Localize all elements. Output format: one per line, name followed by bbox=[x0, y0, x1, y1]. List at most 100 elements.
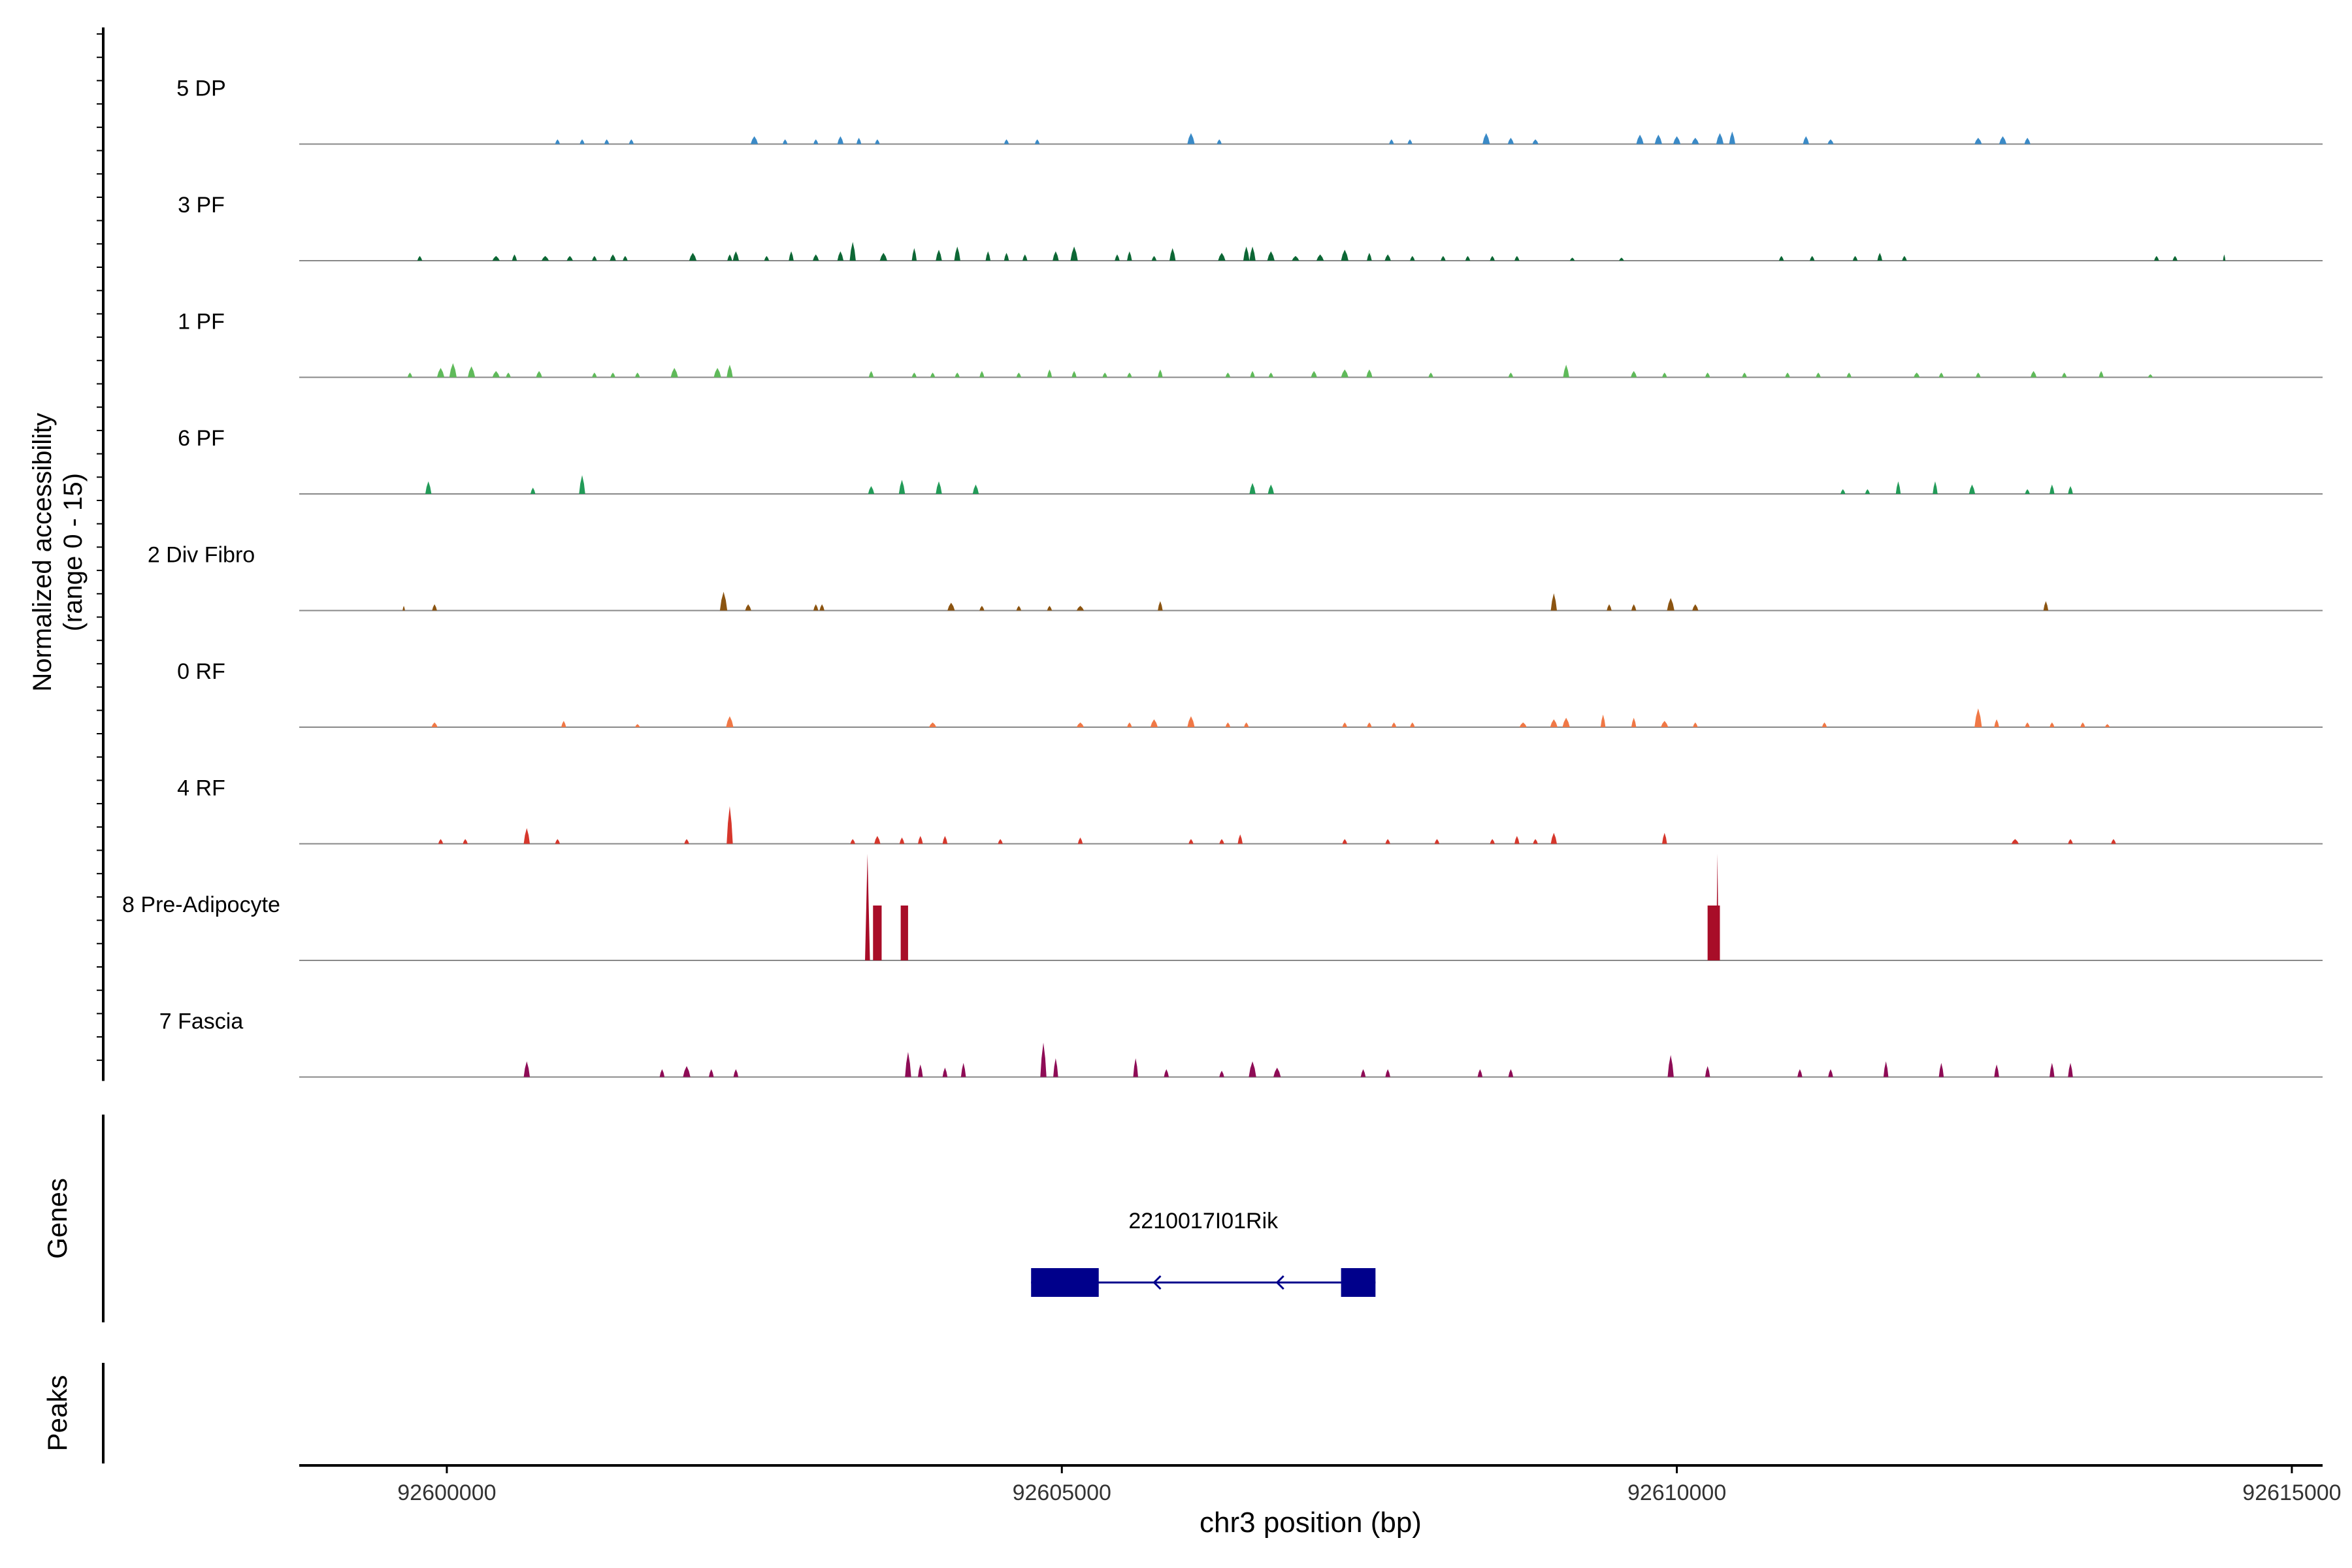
accessibility-peak bbox=[713, 368, 721, 378]
accessibility-peak bbox=[1249, 246, 1256, 261]
accessibility-peak bbox=[1434, 839, 1440, 844]
accessibility-peak bbox=[879, 253, 887, 261]
accessibility-peak bbox=[555, 139, 561, 144]
accessibility-peak bbox=[1532, 139, 1539, 144]
accessibility-peak bbox=[1821, 722, 1827, 727]
accessibility-peak bbox=[1243, 246, 1250, 261]
accessibility-peak bbox=[541, 255, 549, 261]
accessibility-peak bbox=[1341, 250, 1348, 261]
accessibility-peak bbox=[1187, 133, 1195, 144]
accessibility-peak bbox=[856, 137, 862, 144]
accessibility-peak bbox=[1662, 832, 1667, 844]
accessibility-peak bbox=[467, 366, 476, 378]
accessibility-peak bbox=[1342, 839, 1348, 844]
track-label: 6 PF bbox=[178, 426, 225, 451]
y-axis-label-range: (range 0 - 15) bbox=[59, 473, 88, 631]
accessibility-peak bbox=[1607, 604, 1612, 611]
accessibility-peak bbox=[1385, 839, 1390, 844]
accessibility-peak bbox=[2061, 372, 2067, 378]
accessibility-peak bbox=[1187, 716, 1195, 727]
accessibility-peak bbox=[1188, 839, 1194, 844]
accessibility-peak bbox=[1716, 133, 1724, 144]
accessibility-peak bbox=[1407, 139, 1413, 144]
accessibility-peak bbox=[1243, 722, 1249, 727]
accessibility-peak bbox=[868, 486, 875, 494]
accessibility-peak bbox=[1562, 717, 1570, 727]
accessibility-peak bbox=[1938, 372, 1944, 378]
accessibility-peak bbox=[1127, 251, 1132, 261]
accessibility-peak bbox=[1367, 253, 1372, 261]
accessibility-peak bbox=[1895, 481, 1901, 494]
accessibility-peak bbox=[998, 839, 1003, 844]
accessibility-peak bbox=[1076, 722, 1085, 727]
accessibility-peak bbox=[561, 721, 566, 727]
accessibility-peak bbox=[438, 839, 444, 844]
accessibility-peak bbox=[764, 255, 770, 261]
accessibility-peak bbox=[1846, 372, 1852, 378]
accessibility-peak bbox=[566, 255, 573, 261]
accessibility-peak bbox=[1974, 708, 1982, 727]
accessibility-peak bbox=[1169, 248, 1176, 261]
accessibility-peak bbox=[917, 1064, 923, 1077]
accessibility-peak bbox=[1865, 489, 1870, 494]
accessibility-peak bbox=[2025, 489, 2030, 494]
accessibility-peak bbox=[1115, 254, 1120, 261]
accessibility-peak bbox=[1366, 369, 1373, 378]
accessibility-peak bbox=[1994, 719, 1999, 727]
accessibility-peak bbox=[1040, 1042, 1047, 1077]
accessibility-peak bbox=[1877, 253, 1883, 261]
accessibility-peak bbox=[1729, 131, 1736, 144]
accessibility-peak bbox=[634, 724, 640, 727]
accessibility-peak bbox=[1384, 254, 1391, 261]
accessibility-peak bbox=[1667, 1054, 1674, 1077]
accessibility-peak bbox=[719, 591, 728, 611]
accessibility-tracks: 5 DP 3 PF 1 PF 6 PF 2 Div Fibro 0 RF 4 RF 8 Pre… bbox=[122, 76, 2323, 1078]
accessibility-peak bbox=[1828, 1069, 1833, 1077]
accessibility-peak bbox=[1827, 139, 1834, 144]
accessibility-peak bbox=[732, 251, 740, 261]
accessibility-peak bbox=[1385, 1069, 1390, 1077]
accessibility-peak bbox=[604, 139, 610, 144]
accessibility-peak bbox=[1004, 253, 1009, 261]
accessibility-peak bbox=[928, 722, 937, 727]
accessibility-peak bbox=[900, 906, 908, 960]
accessibility-peak bbox=[1809, 255, 1815, 261]
accessibility-peak bbox=[1662, 372, 1667, 378]
accessibility-peak bbox=[506, 372, 511, 378]
accessibility-peak bbox=[1133, 1058, 1138, 1077]
accessibility-peak bbox=[1237, 834, 1243, 844]
accessibility-peak bbox=[745, 604, 751, 611]
accessibility-peak bbox=[1428, 372, 1433, 378]
accessibility-peak bbox=[727, 254, 732, 261]
accessibility-peak bbox=[1550, 593, 1558, 611]
x-axis: 92600000 92605000 92610000 92615000 bbox=[299, 1464, 2342, 1505]
accessibility-peak bbox=[623, 255, 628, 261]
accessibility-peak bbox=[2148, 374, 2153, 378]
accessibility-peak bbox=[684, 839, 689, 844]
accessibility-peak bbox=[849, 242, 856, 261]
track-label: 0 RF bbox=[177, 659, 225, 684]
accessibility-peak bbox=[954, 246, 960, 261]
accessibility-peak bbox=[911, 248, 917, 261]
accessibility-peak bbox=[1267, 251, 1275, 261]
accessibility-peak bbox=[1004, 139, 1009, 144]
accessibility-peak bbox=[530, 487, 536, 494]
accessibility-peak bbox=[1267, 484, 1275, 494]
peaks-panel: Peaks bbox=[42, 1363, 105, 1463]
accessibility-peak bbox=[930, 372, 936, 378]
accessibility-peak bbox=[610, 254, 616, 261]
accessibility-peak bbox=[629, 139, 634, 144]
accessibility-peak bbox=[733, 1069, 739, 1077]
accessibility-peak bbox=[1490, 255, 1495, 261]
accessibility-peak bbox=[905, 1052, 911, 1077]
accessibility-peak bbox=[1268, 372, 1274, 378]
accessibility-peak bbox=[2068, 839, 2073, 844]
accessibility-peak bbox=[1654, 135, 1663, 144]
accessibility-peak bbox=[523, 1061, 531, 1077]
accessibility-peak bbox=[1636, 135, 1644, 144]
accessibility-peak bbox=[750, 136, 759, 144]
accessibility-peak bbox=[1816, 372, 1821, 378]
accessibility-peak bbox=[1508, 372, 1514, 378]
accessibility-peak bbox=[579, 475, 585, 494]
